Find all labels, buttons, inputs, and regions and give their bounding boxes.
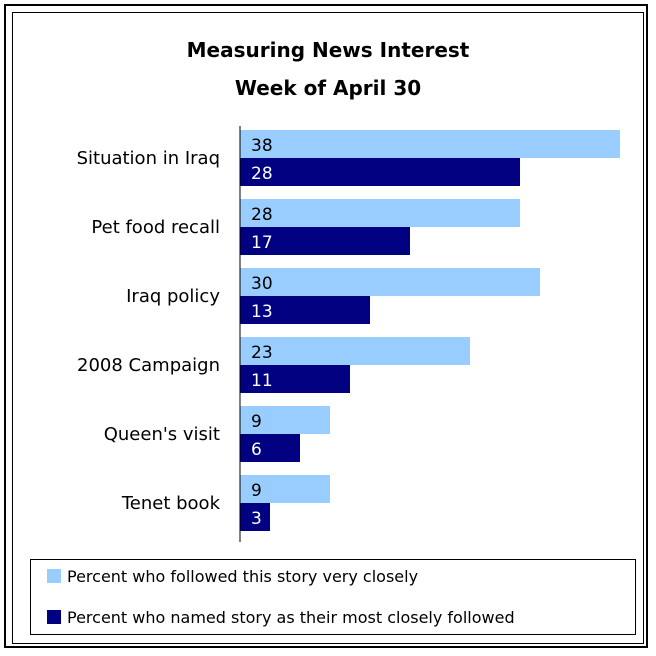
legend-swatch-most-closely — [47, 610, 61, 624]
bars-group: Situation in Iraq 38 28 Pet food recall 28 17… — [77, 126, 620, 542]
value-label-situation-in-iraq-series-0: 38 — [251, 136, 273, 156]
value-label-queen-s-visit-series-0: 9 — [251, 412, 262, 432]
value-label-pet-food-recall-series-1: 17 — [251, 233, 273, 253]
category-label-queen-s-visit: Queen's visit — [104, 424, 220, 445]
legend-swatch-very-closely — [47, 569, 61, 583]
category-label-2008-campaign: 2008 Campaign — [77, 355, 220, 376]
value-label-iraq-policy-series-0: 30 — [251, 274, 273, 294]
category-label-iraq-policy: Iraq policy — [126, 286, 220, 307]
value-label-situation-in-iraq-series-1: 28 — [251, 164, 273, 184]
value-label-queen-s-visit-series-1: 6 — [251, 440, 262, 460]
bar-2008-campaign-series-0 — [240, 337, 470, 365]
category-label-tenet-book: Tenet book — [121, 493, 221, 514]
bar-queen-s-visit-series-1 — [240, 434, 300, 462]
bar-pet-food-recall-series-1 — [240, 227, 410, 255]
bar-iraq-policy-series-0 — [240, 268, 540, 296]
value-label-2008-campaign-series-1: 11 — [251, 371, 273, 391]
value-label-tenet-book-series-0: 9 — [251, 481, 262, 501]
value-label-2008-campaign-series-0: 23 — [251, 343, 273, 363]
category-label-situation-in-iraq: Situation in Iraq — [77, 148, 220, 169]
bar-situation-in-iraq-series-0 — [240, 130, 620, 158]
chart-title: Measuring News Interest — [186, 38, 470, 62]
value-label-iraq-policy-series-1: 13 — [251, 302, 273, 322]
value-label-pet-food-recall-series-0: 28 — [251, 205, 273, 225]
value-label-tenet-book-series-1: 3 — [251, 509, 262, 529]
bar-iraq-policy-series-1 — [240, 296, 370, 324]
legend-item-very-closely: Percent who followed this story very clo… — [47, 565, 418, 587]
legend-label-most-closely: Percent who named story as their most cl… — [67, 607, 515, 627]
legend-item-most-closely: Percent who named story as their most cl… — [47, 606, 515, 628]
legend-label-very-closely: Percent who followed this story very clo… — [67, 566, 419, 586]
bar-queen-s-visit-series-0 — [240, 406, 330, 434]
outer-frame — [4, 4, 648, 648]
bar-2008-campaign-series-1 — [240, 365, 350, 393]
bar-tenet-book-series-0 — [240, 475, 330, 503]
chart-subtitle: Week of April 30 — [234, 76, 422, 100]
category-label-pet-food-recall: Pet food recall — [91, 217, 220, 238]
inner-frame — [12, 12, 644, 644]
legend: Percent who followed this story very clo… — [30, 559, 636, 635]
bar-situation-in-iraq-series-1 — [240, 158, 520, 186]
bar-tenet-book-series-1 — [240, 503, 270, 531]
bar-pet-food-recall-series-0 — [240, 199, 520, 227]
